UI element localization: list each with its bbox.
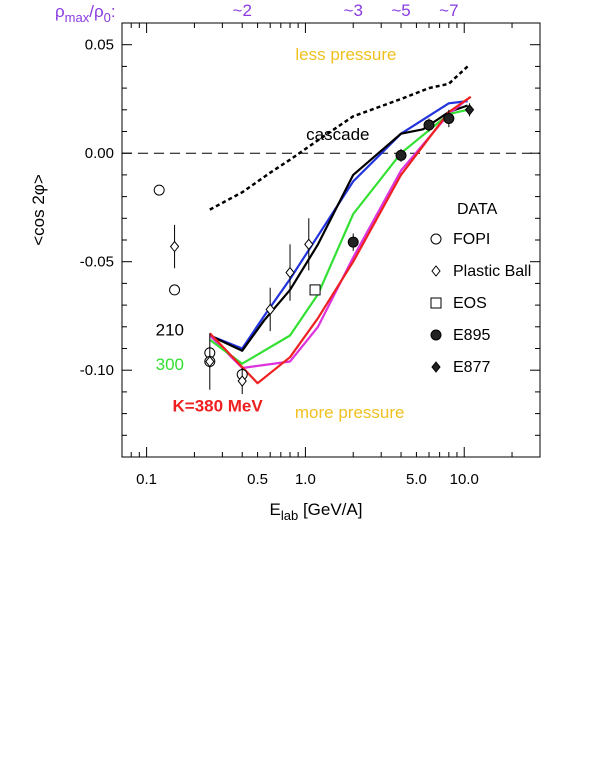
- point-e895: [423, 119, 435, 131]
- x-tick-label-5-0: 5.0: [406, 471, 427, 488]
- legend-marker-e895: [430, 329, 442, 341]
- annotation-k-380-mev: K=380 MeV: [172, 396, 263, 415]
- annotation-210: 210: [156, 320, 184, 339]
- top-axis-title-mid: /ρ: [89, 2, 103, 21]
- y-tick-label-0-05: -0.05: [80, 254, 114, 271]
- curve-380: [209, 95, 472, 385]
- top-axis-label-2: ~2: [233, 1, 252, 20]
- series-fopi: [153, 184, 248, 382]
- annotation-more-pressure: more pressure: [295, 403, 405, 422]
- model-curves: [209, 65, 472, 385]
- top-axis-title: ρmax/ρ0:: [55, 2, 116, 25]
- annotation-less-pressure: less pressure: [295, 45, 396, 64]
- legend-title: DATA: [457, 201, 498, 218]
- x-axis-title: Elab [GeV/A]: [270, 500, 363, 523]
- point-eos: [309, 284, 321, 296]
- y-axis-title: <cos 2φ>: [29, 174, 48, 246]
- legend-label-e895: E895: [453, 327, 490, 344]
- curve-300: [209, 108, 468, 365]
- point-plastic-ball: [237, 375, 247, 387]
- x-axis-title-unit: [GeV/A]: [298, 500, 362, 519]
- legend-marker-plastic-ball: [431, 265, 441, 277]
- point-e895: [347, 236, 359, 248]
- point-plastic-ball: [169, 240, 180, 253]
- point-e877: [464, 103, 475, 116]
- legend-marker-eos: [430, 297, 442, 309]
- curve-blue: [209, 100, 468, 350]
- point-fopi: [169, 284, 181, 296]
- legend-marker-fopi: [430, 233, 442, 245]
- series-eos: [309, 284, 321, 296]
- point-fopi: [153, 184, 165, 196]
- legend-label-fopi: FOPI: [453, 231, 490, 248]
- x-tick-label-0-1: 0.1: [136, 471, 157, 488]
- point-plastic-ball: [285, 266, 295, 279]
- series-e895: [347, 109, 455, 251]
- annotations: less pressure more pressure cascade 210 300 K…: [156, 45, 405, 422]
- top-axis-title-end: :: [111, 2, 116, 21]
- x-tick-label-0-5: 0.5: [247, 471, 268, 488]
- axes: 0.1 0.5 1.0 5.0 10.0 0.05 0.00 -0.05 -0.10 <cos 2…: [29, 22, 541, 523]
- y-tick-label-0-10: -0.10: [80, 362, 114, 379]
- y-tick-label-0-05: 0.05: [85, 37, 114, 54]
- point-e895: [443, 112, 455, 124]
- top-axis-label-3: ~3: [344, 1, 363, 20]
- x-axis-title-sub: lab: [281, 508, 298, 523]
- y-tick-label-0-00: 0.00: [85, 145, 114, 162]
- x-tick-label-10-0: 10.0: [450, 471, 479, 488]
- point-e895: [395, 149, 407, 161]
- point-plastic-ball: [265, 303, 275, 316]
- x-axis-title-main: E: [270, 500, 281, 519]
- curve-cascade: [209, 65, 469, 211]
- legend-label-plastic-ball: Plastic Ball: [453, 263, 531, 280]
- x-tick-label-1-0: 1.0: [295, 471, 316, 488]
- annotation-300: 300: [156, 355, 184, 374]
- point-plastic-ball: [304, 238, 314, 251]
- point-plastic-ball: [205, 355, 215, 368]
- top-axis-title-rho: ρ: [55, 2, 65, 21]
- curve-210: [209, 104, 468, 352]
- top-axis-title-sub2: 0: [104, 10, 111, 25]
- legend: DATA FOPI Plastic Ball EOS E895 E877: [430, 201, 531, 376]
- top-axis: ρmax/ρ0: ~2 ~3 ~5 ~7: [55, 1, 459, 25]
- annotation-cascade: cascade: [306, 125, 369, 144]
- series-plastic-ball: [169, 218, 314, 395]
- legend-label-eos: EOS: [453, 295, 487, 312]
- legend-marker-e877: [431, 361, 441, 373]
- data-points: [153, 103, 475, 395]
- top-axis-label-5: ~5: [391, 1, 410, 20]
- top-axis-label-7: ~7: [439, 1, 458, 20]
- top-axis-title-sub: max: [65, 10, 90, 25]
- legend-label-e877: E877: [453, 359, 490, 376]
- series-e877: [464, 103, 475, 117]
